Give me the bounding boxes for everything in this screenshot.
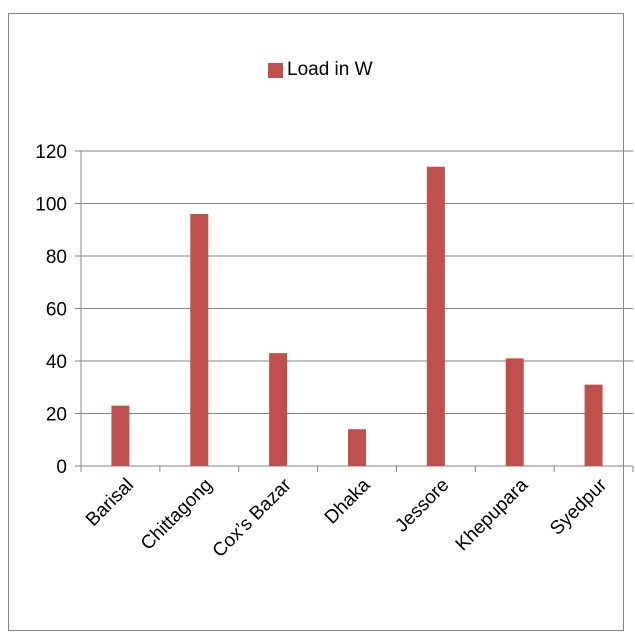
x-category-label: Dhaka [321,474,375,528]
bars [111,166,603,466]
legend: Load in W [268,58,373,82]
x-category-label: Cox’s Bazar [209,474,297,562]
bar [426,166,445,466]
legend-swatch [268,62,283,78]
y-tick-label: 100 [35,195,67,216]
bar [348,429,366,466]
y-tick-label: 120 [35,142,67,163]
y-tick-label: 80 [46,247,67,268]
y-tick-label: 60 [46,300,67,321]
bar [584,384,603,466]
y-tick-label: 20 [46,405,67,426]
y-tick-label: 40 [46,352,67,373]
gridlines [75,150,634,472]
x-category-label: Barisal [82,475,138,531]
x-category-label: Syedpur [546,474,611,539]
y-axis-tick-labels: 0 20 40 60 80 100 120 [35,142,67,478]
x-category-label: Jessore [391,475,453,537]
bar [190,214,209,466]
x-category-label: Khepupara [452,474,533,555]
y-tick-label: 0 [56,457,67,478]
bar [111,405,130,466]
bar [269,353,288,466]
bar [505,358,524,466]
chart-area [8,13,624,631]
x-category-label: Chittagong [137,475,217,555]
legend-label: Load in W [287,59,373,80]
